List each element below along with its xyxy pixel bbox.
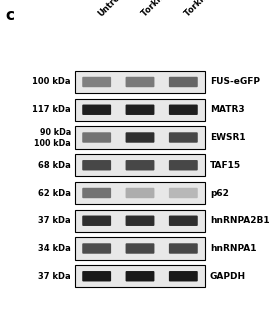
Text: FUS-eGFP: FUS-eGFP [210, 77, 260, 86]
Text: Torkinib 48h: Torkinib 48h [183, 0, 231, 18]
Text: 90 kDa: 90 kDa [40, 128, 71, 137]
FancyBboxPatch shape [82, 216, 111, 226]
Bar [75, 182, 205, 204]
FancyBboxPatch shape [82, 160, 111, 170]
Bar [75, 210, 205, 232]
FancyBboxPatch shape [82, 132, 111, 143]
Text: p62: p62 [210, 188, 229, 197]
Bar [75, 71, 205, 93]
Text: hnRNPA2B1: hnRNPA2B1 [210, 216, 269, 225]
Bar [75, 265, 205, 287]
Text: Torkinib 24h: Torkinib 24h [140, 0, 188, 18]
FancyBboxPatch shape [126, 216, 154, 226]
FancyBboxPatch shape [82, 188, 111, 198]
Text: TAF15: TAF15 [210, 161, 241, 170]
Text: MATR3: MATR3 [210, 105, 245, 114]
FancyBboxPatch shape [169, 105, 198, 115]
FancyBboxPatch shape [126, 160, 154, 170]
FancyBboxPatch shape [126, 132, 154, 143]
FancyBboxPatch shape [126, 243, 154, 254]
Text: 37 kDa: 37 kDa [38, 216, 71, 225]
FancyBboxPatch shape [82, 105, 111, 115]
FancyBboxPatch shape [126, 105, 154, 115]
Text: 62 kDa: 62 kDa [38, 188, 71, 197]
Text: EWSR1: EWSR1 [210, 133, 246, 142]
FancyBboxPatch shape [169, 160, 198, 170]
Bar [75, 99, 205, 121]
FancyBboxPatch shape [169, 132, 198, 143]
Text: c: c [5, 8, 14, 23]
Text: 100 kDa: 100 kDa [33, 77, 71, 86]
Text: 37 kDa: 37 kDa [38, 272, 71, 281]
Text: 117 kDa: 117 kDa [32, 105, 71, 114]
FancyBboxPatch shape [82, 77, 111, 87]
FancyBboxPatch shape [126, 77, 154, 87]
FancyBboxPatch shape [169, 77, 198, 87]
Text: 100 kDa: 100 kDa [34, 139, 71, 148]
Bar [75, 237, 205, 260]
Bar [75, 154, 205, 176]
FancyBboxPatch shape [169, 243, 198, 254]
FancyBboxPatch shape [169, 216, 198, 226]
Text: hnRNPA1: hnRNPA1 [210, 244, 257, 253]
FancyBboxPatch shape [169, 271, 198, 281]
FancyBboxPatch shape [169, 188, 198, 198]
Text: 34 kDa: 34 kDa [38, 244, 71, 253]
FancyBboxPatch shape [82, 271, 111, 281]
Bar [75, 126, 205, 149]
Text: GAPDH: GAPDH [210, 272, 246, 281]
FancyBboxPatch shape [82, 243, 111, 254]
Text: 68 kDa: 68 kDa [38, 161, 71, 170]
Text: Untreated: Untreated [97, 0, 137, 18]
FancyBboxPatch shape [126, 271, 154, 281]
FancyBboxPatch shape [126, 188, 154, 198]
